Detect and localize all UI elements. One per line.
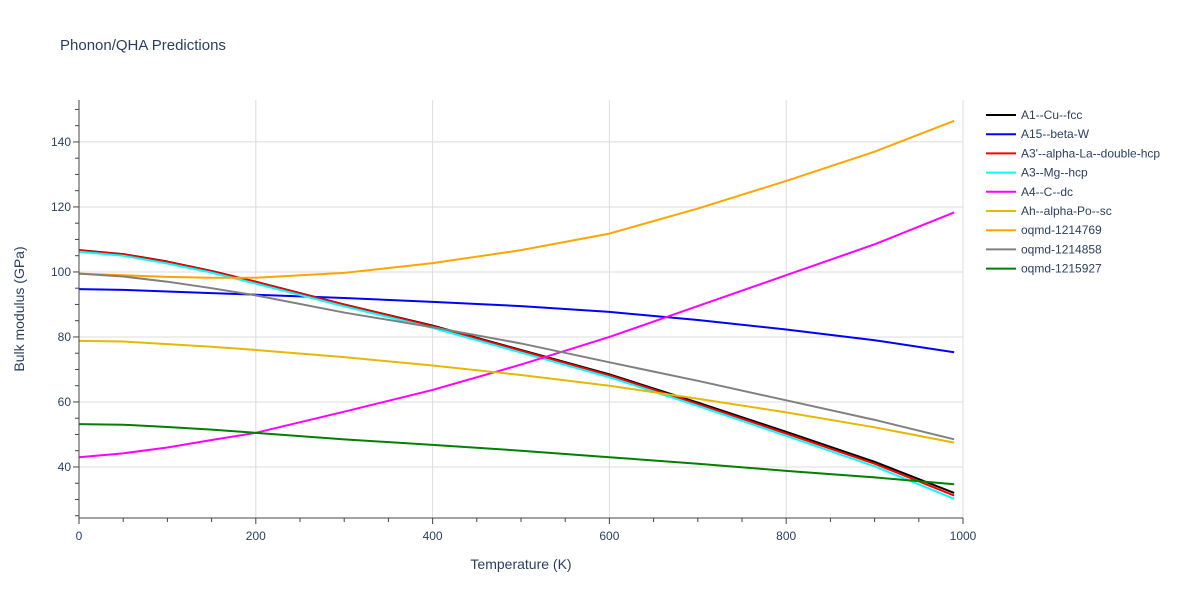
y-tick-label: 140: [51, 135, 71, 149]
legend: A1--Cu--fcc A15--beta-W A3'--alpha-La--dou…: [986, 108, 1160, 276]
x-tick-label: 600: [599, 529, 619, 543]
legend-label: A4--C--dc: [1021, 185, 1073, 199]
y-tick-label: 120: [51, 200, 71, 214]
x-axis-title: Temperature (K): [470, 556, 571, 572]
legend-item-oqmd-1214858[interactable]: oqmd-1214858: [986, 242, 1102, 256]
legend-item-oqmd-1214769[interactable]: oqmd-1214769: [986, 223, 1102, 237]
series-line-oqmd-1215927: [78, 423, 955, 486]
legend-label: A1--Cu--fcc: [1021, 108, 1082, 122]
x-tick-label: 0: [76, 529, 83, 543]
chart-title: Phonon/QHA Predictions: [60, 37, 226, 54]
series-line-A15--beta-W: [78, 288, 955, 354]
legend-item-A1--Cu--fcc[interactable]: A1--Cu--fcc: [986, 108, 1082, 122]
gridlines: [79, 100, 964, 518]
legend-label: A3--Mg--hcp: [1021, 166, 1088, 180]
legend-item-A4--C--dc[interactable]: A4--C--dc: [986, 185, 1073, 199]
series-lines: [78, 119, 955, 500]
series-line-A4--C--dc: [78, 211, 955, 459]
y-tick-label: 100: [51, 265, 71, 279]
legend-label: oqmd-1215927: [1021, 262, 1102, 276]
series-line-oqmd-1214858: [78, 272, 955, 441]
legend-label: Ah--alpha-Po--sc: [1021, 204, 1112, 218]
x-tick-label: 200: [246, 529, 266, 543]
legend-label: oqmd-1214769: [1021, 223, 1102, 237]
series-line-Ah--alpha-Po--sc: [78, 339, 955, 444]
y-axis-title: Bulk modulus (GPa): [11, 246, 27, 371]
legend-label: oqmd-1214858: [1021, 242, 1102, 256]
legend-item-oqmd-1215927[interactable]: oqmd-1215927: [986, 262, 1102, 276]
y-tick-label: 40: [58, 460, 72, 474]
axes: 0 200 400 600 800 1000 40 60 80 100 120 140: [51, 100, 977, 543]
x-tick-label: 400: [423, 529, 443, 543]
x-tick-label: 800: [776, 529, 796, 543]
legend-item-A3--Mg--hcp[interactable]: A3--Mg--hcp: [986, 166, 1088, 180]
x-tick-label: 1000: [950, 529, 977, 543]
legend-label: A3'--alpha-La--double-hcp: [1021, 146, 1160, 160]
legend-item-A15--beta-W[interactable]: A15--beta-W: [986, 127, 1090, 141]
y-tick-label: 60: [58, 395, 72, 409]
series-line-oqmd-1214769: [78, 119, 955, 279]
series-line-A1--Cu--fcc: [78, 249, 955, 494]
legend-label: A15--beta-W: [1021, 127, 1090, 141]
legend-item-A3'--alpha-La--double-hcp[interactable]: A3'--alpha-La--double-hcp: [986, 146, 1160, 160]
y-tick-label: 80: [58, 330, 72, 344]
legend-item-Ah--alpha-Po--sc[interactable]: Ah--alpha-Po--sc: [986, 204, 1112, 218]
